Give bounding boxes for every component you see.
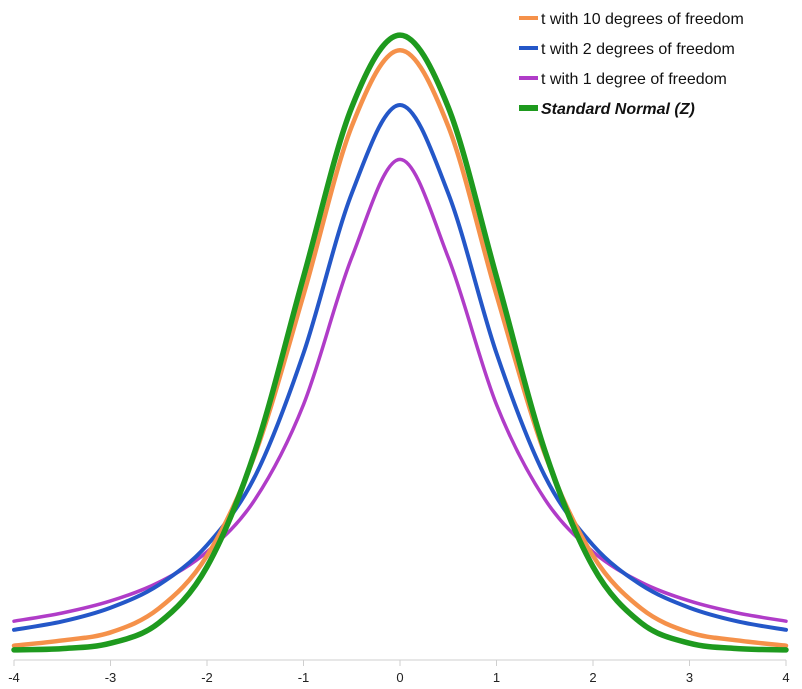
legend-label: Standard Normal (Z): [541, 101, 695, 118]
x-tick-label: -3: [105, 670, 117, 685]
series-line-0: [11, 47, 789, 648]
series-layer: [11, 32, 789, 653]
x-tick-label: -1: [298, 670, 310, 685]
x-tick-label: 1: [493, 670, 500, 685]
legend: t with 10 degrees of freedom t with 2 deg…: [519, 11, 744, 118]
x-tick-label: -2: [201, 670, 213, 685]
x-tick-label: -4: [8, 670, 20, 685]
x-tick-label: 0: [396, 670, 403, 685]
x-tick-label: 2: [589, 670, 596, 685]
x-tick-label: 3: [686, 670, 693, 685]
x-tick-label: 4: [782, 670, 789, 685]
legend-label: t with 2 degrees of freedom: [541, 41, 735, 58]
series-line-2: [12, 157, 788, 623]
legend-label: t with 10 degrees of freedom: [541, 11, 744, 28]
series-line-1: [12, 102, 788, 632]
legend-label: t with 1 degree of freedom: [541, 71, 727, 88]
x-axis-ticks: -4 -3 -2 -1 0 1 2 3 4: [8, 660, 790, 685]
series-line-3: [11, 32, 789, 653]
